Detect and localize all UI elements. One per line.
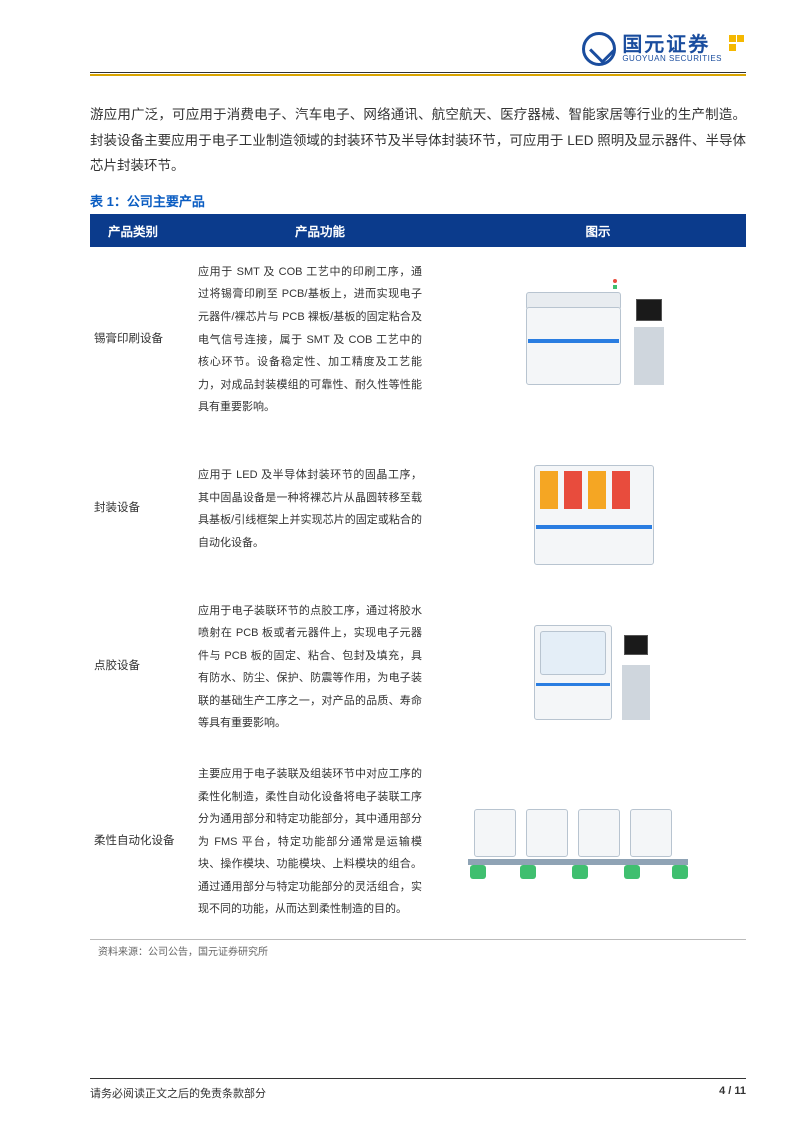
cell-function: 应用于 SMT 及 COB 工艺中的印刷工序，通过将锡膏印刷至 PCB/基板上，…	[190, 261, 430, 419]
cell-image	[430, 277, 746, 402]
brand-logo: 国元证券 GUOYUAN SECURITIES	[582, 32, 746, 66]
footer-disclaimer: 请务必阅读正文之后的免责条款部分	[90, 1085, 266, 1101]
dispensing-machine-icon	[506, 605, 671, 730]
table-caption: 表 1：公司主要产品	[90, 191, 746, 210]
table-row: 点胶设备 应用于电子装联环节的点胶工序，通过将胶水喷射在 PCB 板或者元器件上…	[90, 586, 746, 749]
table-row: 锡膏印刷设备 应用于 SMT 及 COB 工艺中的印刷工序，通过将锡膏印刷至 P…	[90, 247, 746, 433]
header-gold-rule	[90, 74, 746, 76]
table-header-row: 产品类别 产品功能 图示	[90, 214, 746, 247]
solder-printer-icon	[506, 277, 671, 402]
product-table: 产品类别 产品功能 图示 锡膏印刷设备 应用于 SMT 及 COB 工艺中的印刷…	[90, 214, 746, 958]
cell-function: 应用于 LED 及半导体封装环节的固晶工序，其中固晶设备是一种将裸芯片从晶圆转移…	[190, 464, 430, 554]
brand-name-en: GUOYUAN SECURITIES	[622, 55, 722, 63]
intro-paragraph: 游应用广泛，可应用于消费电子、汽车电子、网络通讯、航空航天、医疗器械、智能家居等…	[90, 102, 746, 179]
page-number: 4 / 11	[719, 1085, 746, 1101]
cell-function: 应用于电子装联环节的点胶工序，通过将胶水喷射在 PCB 板或者元器件上，实现电子…	[190, 600, 430, 735]
col-header-category: 产品类别	[90, 221, 190, 240]
cell-image	[430, 605, 746, 730]
table-source: 资料来源：公司公告，国元证券研究所	[90, 939, 746, 958]
cell-category: 锡膏印刷设备	[90, 329, 190, 351]
col-header-function: 产品功能	[190, 221, 450, 240]
table-row: 封装设备 应用于 LED 及半导体封装环节的固晶工序，其中固晶设备是一种将裸芯片…	[90, 433, 746, 586]
automation-line-icon	[468, 797, 708, 887]
logo-mark-icon	[582, 32, 616, 66]
cell-image	[430, 447, 746, 572]
page-header: 国元证券 GUOYUAN SECURITIES	[90, 32, 746, 73]
cell-category: 柔性自动化设备	[90, 831, 190, 853]
table-row: 柔性自动化设备 主要应用于电子装联及组装环节中对应工序的柔性化制造，柔性自动化设…	[90, 749, 746, 935]
logo-accent-icon	[728, 34, 746, 52]
cell-function: 主要应用于电子装联及组装环节中对应工序的柔性化制造，柔性自动化设备将电子装联工序…	[190, 763, 430, 921]
page-footer: 请务必阅读正文之后的免责条款部分 4 / 11	[90, 1078, 746, 1101]
col-header-image: 图示	[450, 221, 746, 240]
cell-category: 封装设备	[90, 498, 190, 520]
packaging-machine-icon	[506, 447, 671, 572]
cell-category: 点胶设备	[90, 656, 190, 678]
brand-name-cn: 国元证券	[622, 35, 722, 55]
cell-image	[430, 797, 746, 887]
